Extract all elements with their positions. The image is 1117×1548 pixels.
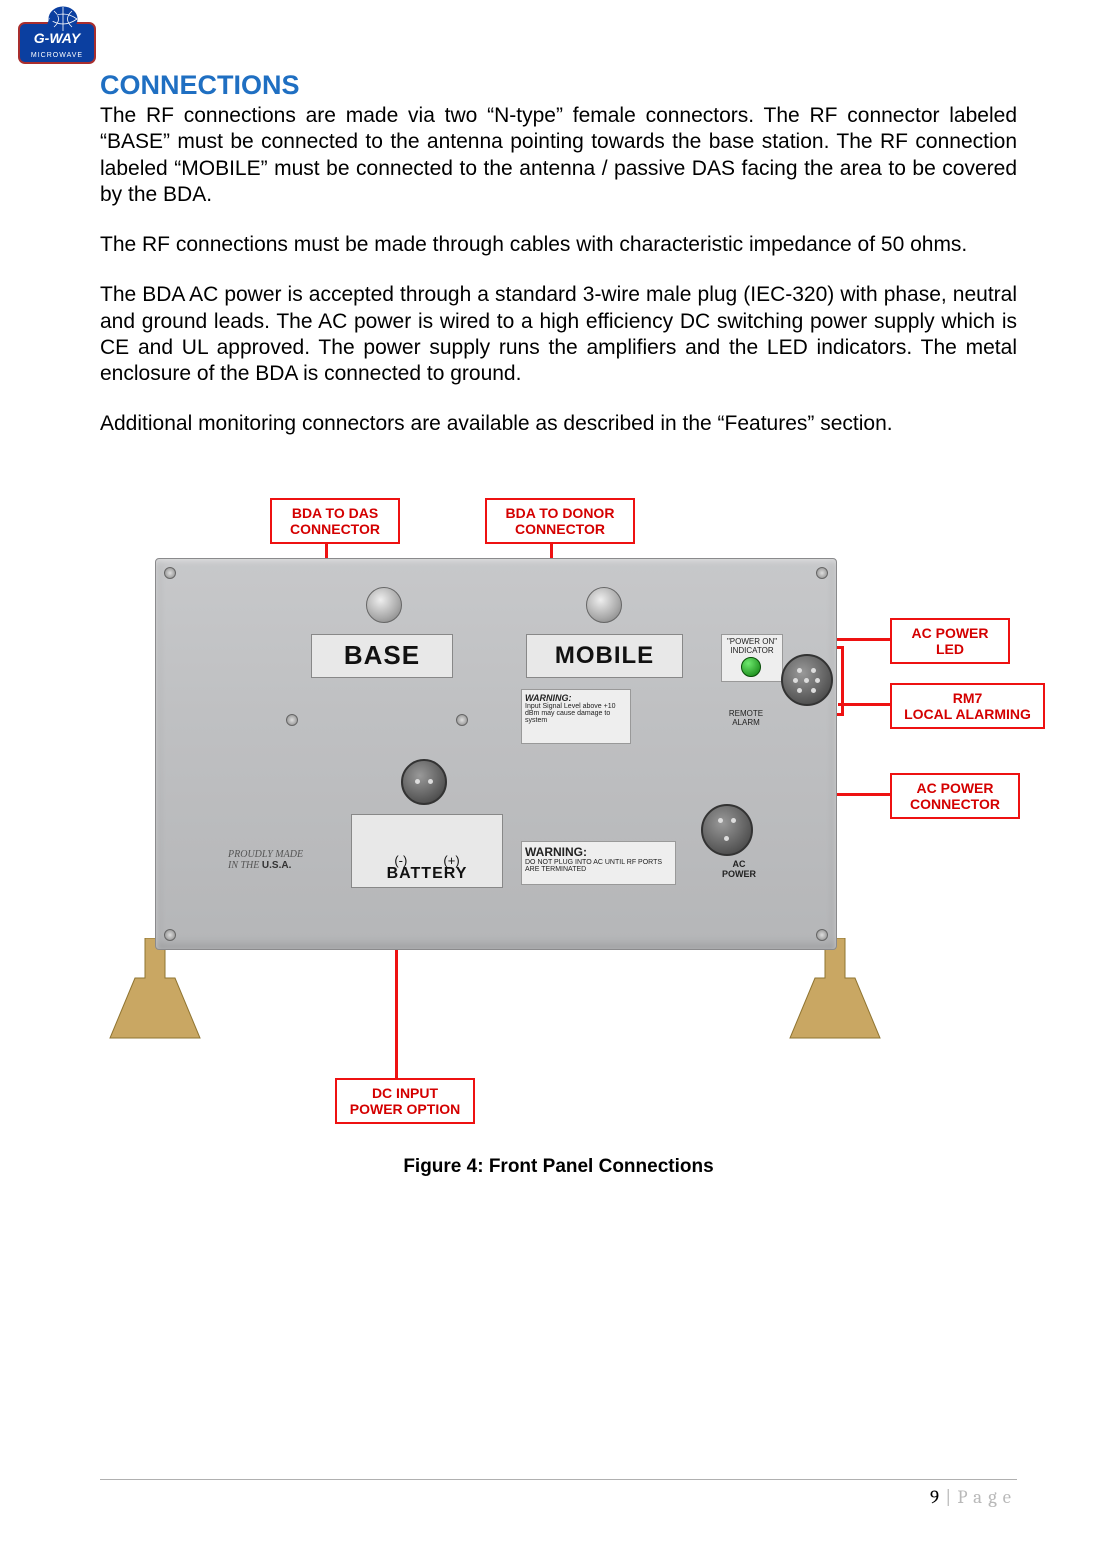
warning-label-small: WARNING: Input Signal Level above +10 dB… <box>521 689 631 744</box>
screw-icon <box>164 567 176 579</box>
page-number: 9 <box>930 1486 939 1508</box>
callout-bda-to-das: BDA TO DAS CONNECTOR <box>270 498 400 544</box>
callout-ac-power-connector: AC POWER CONNECTOR <box>890 773 1020 819</box>
n-connector-mobile <box>586 587 622 623</box>
logo-bottom-text: MICROWAVE <box>31 52 83 59</box>
device-illustration: BASE MOBILE WARNING: Input Signal Level … <box>100 558 890 1048</box>
power-led-icon <box>741 657 761 677</box>
callout-bda-to-donor: BDA TO DONOR CONNECTOR <box>485 498 635 544</box>
screw-icon <box>816 929 828 941</box>
page-footer: 9 | Page <box>100 1479 1017 1508</box>
n-connector-base <box>366 587 402 623</box>
remote-alarm-connector <box>781 654 833 706</box>
screw-icon <box>286 714 298 726</box>
mounting-bracket-right <box>780 938 890 1048</box>
logo-top-text: G-WAY <box>34 30 82 46</box>
footer-separator: | <box>941 1486 955 1508</box>
paragraph-1: The RF connections are made via two “N-t… <box>100 103 1017 208</box>
callout-rm7: RM7 LOCAL ALARMING <box>890 683 1045 729</box>
figure-caption: Figure 4: Front Panel Connections <box>100 1156 1017 1178</box>
company-logo: G-WAY MICROWAVE <box>18 5 96 65</box>
paragraph-3: The BDA AC power is accepted through a s… <box>100 282 1017 387</box>
warning-label-big: WARNING: DO NOT PLUG INTO AC UNTIL RF PO… <box>521 841 676 885</box>
screw-icon <box>164 929 176 941</box>
battery-label: (-) (+) BATTERY <box>351 814 503 888</box>
figure-front-panel: BDA TO DAS CONNECTOR BDA TO DONOR CONNEC… <box>100 498 1010 1138</box>
panel-label-mobile: MOBILE <box>526 634 683 678</box>
battery-text: BATTERY <box>352 865 502 883</box>
remote-alarm-label: REMOTE ALARM <box>721 709 771 727</box>
mounting-bracket-left <box>100 938 210 1048</box>
callout-dc-input: DC INPUT POWER OPTION <box>335 1078 475 1124</box>
callout-ac-power-led: AC POWER LED <box>890 618 1010 664</box>
proudly-made-label: PROUDLY MADE IN THE U.S.A. <box>228 849 303 871</box>
screw-icon <box>816 567 828 579</box>
paragraph-4: Additional monitoring connectors are ava… <box>100 411 1017 437</box>
screw-icon <box>456 714 468 726</box>
device-enclosure: BASE MOBILE WARNING: Input Signal Level … <box>155 558 837 950</box>
battery-connector <box>401 759 447 805</box>
ac-power-label: AC POWER <box>714 859 764 879</box>
page: G-WAY MICROWAVE CONNECTIONS The RF conne… <box>0 0 1117 1548</box>
paragraph-2: The RF connections must be made through … <box>100 232 1017 258</box>
panel-label-base: BASE <box>311 634 453 678</box>
section-title: CONNECTIONS <box>100 70 1017 101</box>
ac-power-connector <box>701 804 753 856</box>
footer-page-word: Page <box>957 1486 1017 1508</box>
